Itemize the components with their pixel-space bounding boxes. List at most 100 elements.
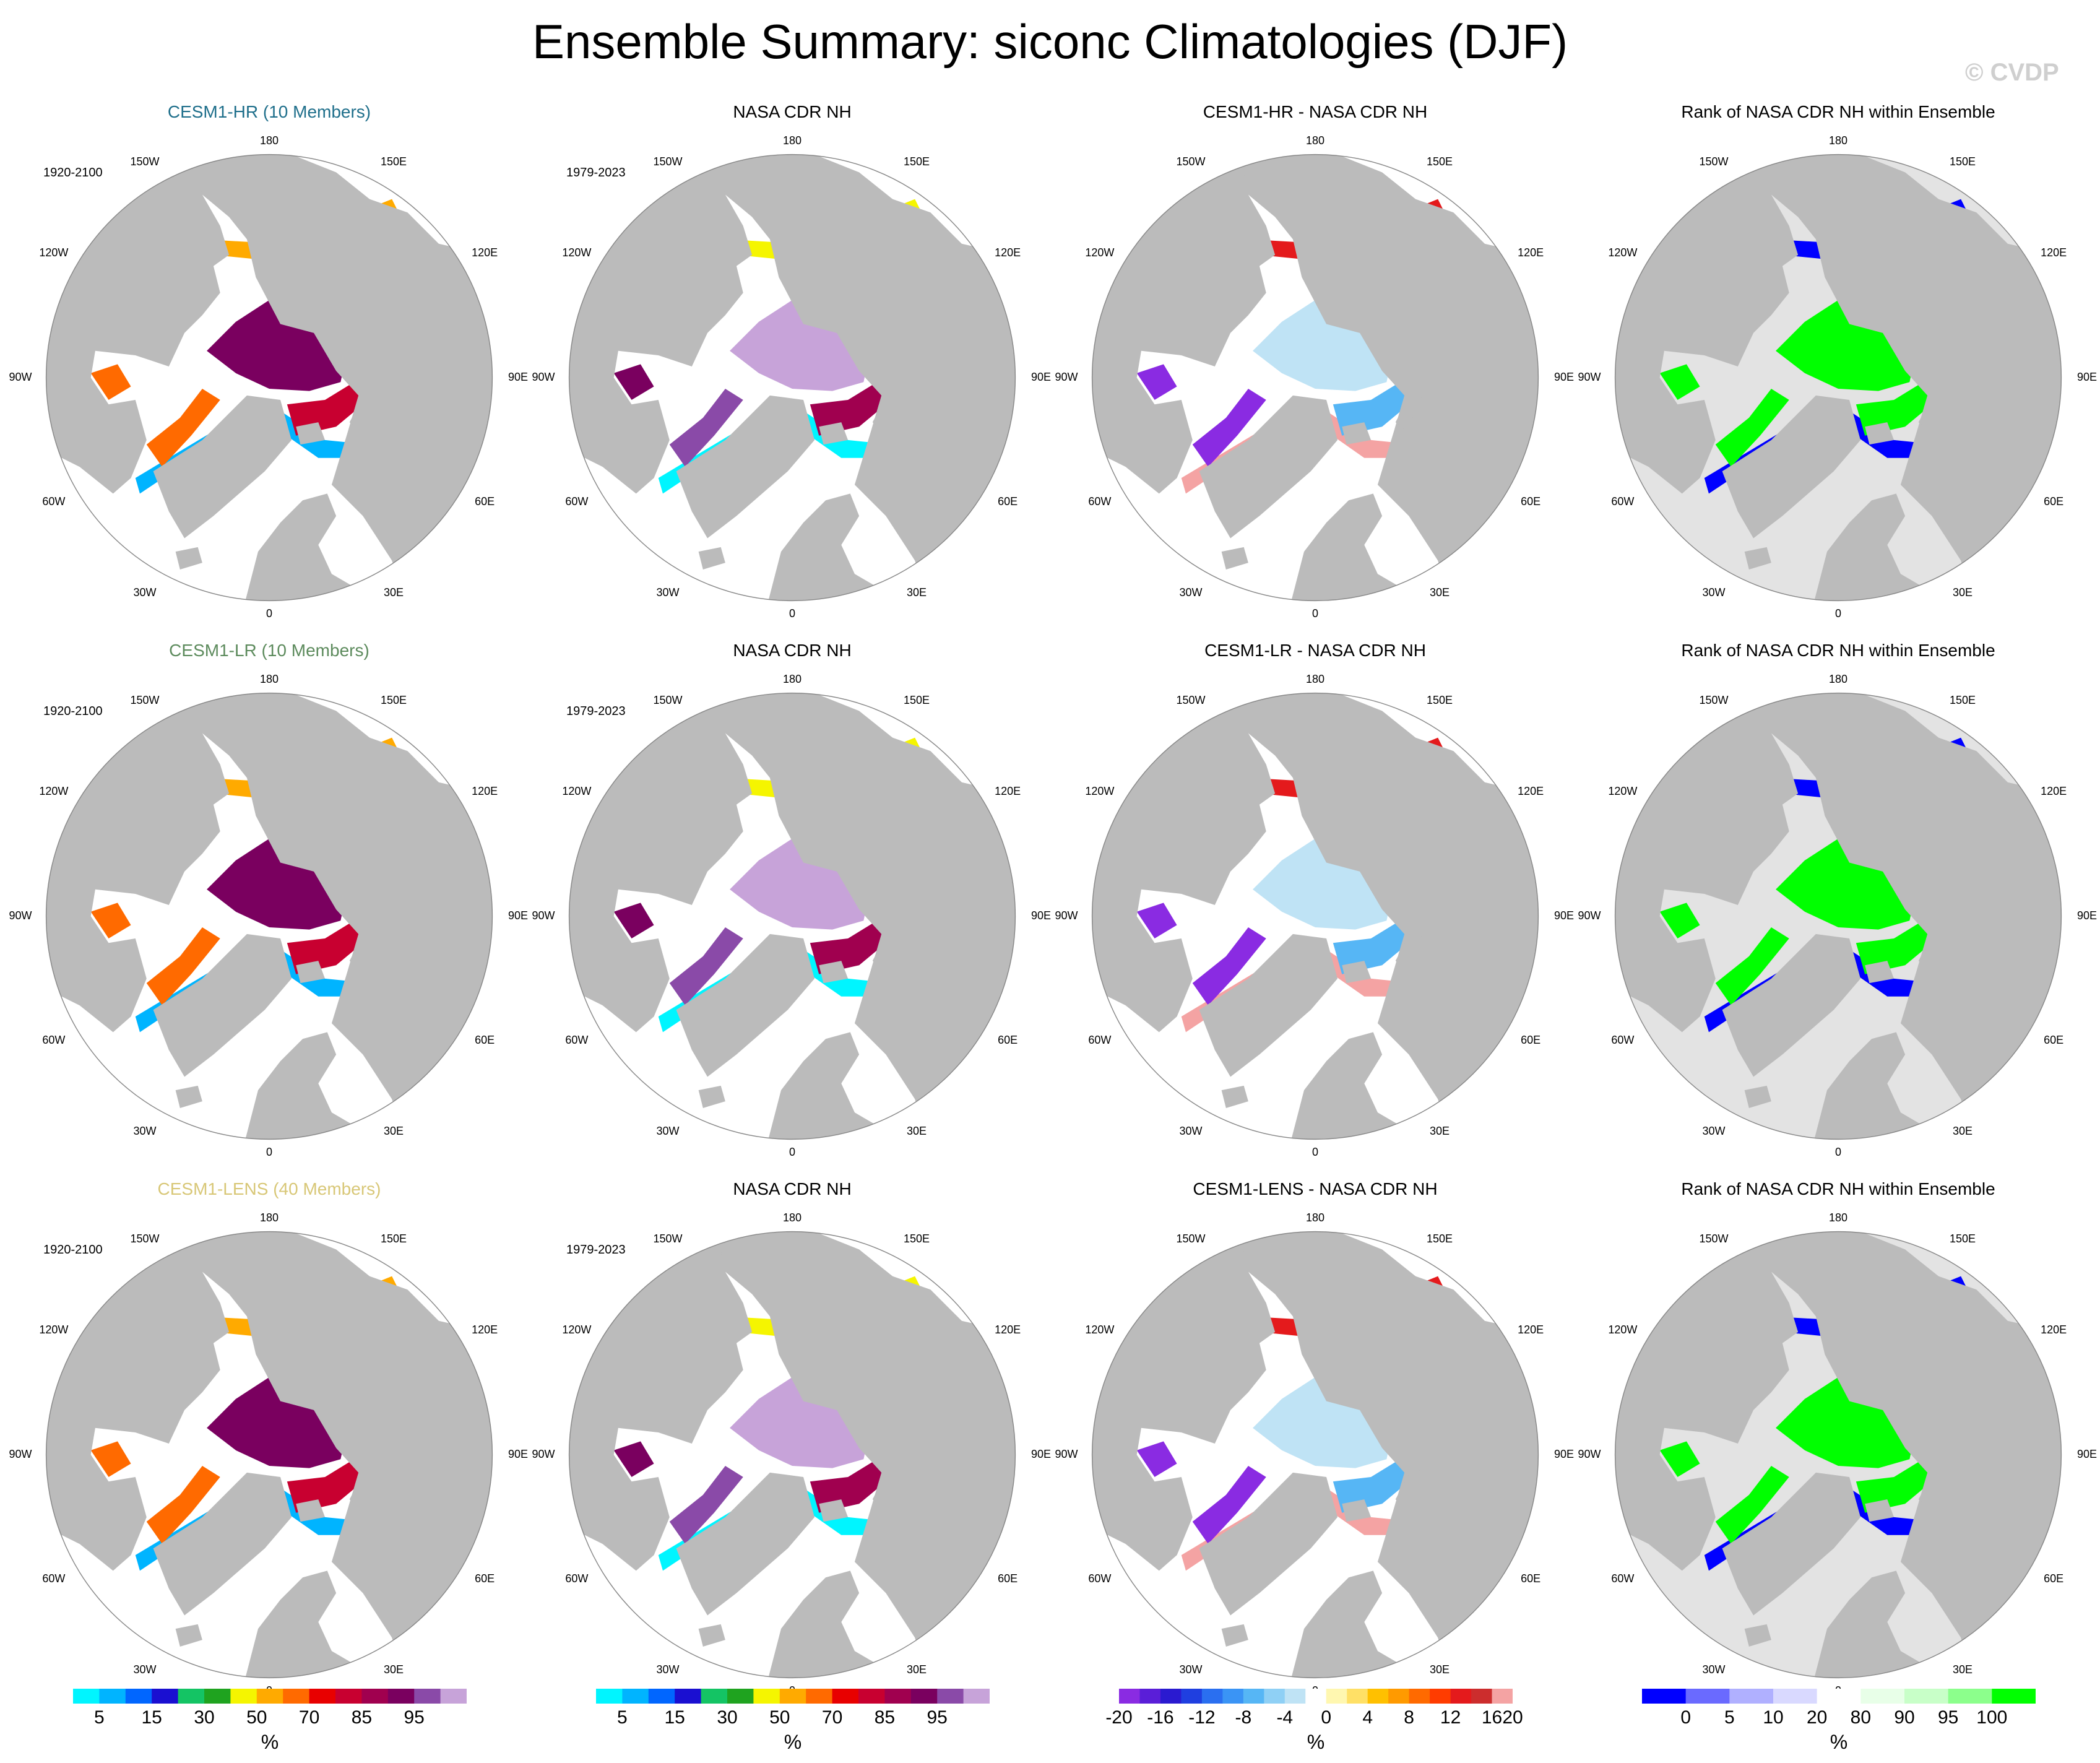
colorbar-unit: % — [784, 1731, 802, 1753]
sea-ice-field-barents — [287, 382, 363, 436]
sea-ice-field-baffin — [146, 1466, 220, 1544]
colorbar-unit: % — [1307, 1731, 1325, 1753]
colorbar-swatch — [230, 1689, 257, 1704]
colorbar-swatch — [1160, 1689, 1182, 1704]
colorbar-tick-label: 15 — [664, 1707, 685, 1728]
colorbar-tick-label: 4 — [1362, 1707, 1373, 1728]
longitude-label: 0 — [1311, 1146, 1318, 1158]
colorbar-tick-label: 15 — [141, 1707, 162, 1728]
land-mass — [1185, 693, 1539, 1140]
longitude-label: 150E — [1426, 1232, 1453, 1245]
sea-ice-field-hudson — [90, 364, 131, 401]
land-mass — [349, 389, 376, 431]
polar-map-model — [45, 154, 493, 602]
longitude-label: 90W — [1055, 1448, 1078, 1460]
longitude-label: 150E — [380, 1232, 407, 1245]
colorbar-tick-label: -8 — [1235, 1707, 1252, 1728]
sea-ice-field-hudson — [1659, 1441, 1700, 1478]
longitude-label: 150E — [1949, 155, 1976, 168]
longitude-label: 0 — [1834, 607, 1841, 620]
land-mass — [1615, 1231, 1799, 1571]
longitude-label: 30E — [906, 586, 927, 599]
colorbar-tick-label: 85 — [874, 1707, 896, 1728]
longitude-label: 0 — [1311, 607, 1318, 620]
land-mass — [1395, 927, 1422, 970]
colorbar-swatch — [1773, 1689, 1818, 1704]
sea-ice-field-baffin — [1192, 1466, 1266, 1544]
land-mass — [1221, 1624, 1248, 1647]
colorbar-swatch — [309, 1689, 336, 1704]
land-mass — [242, 1032, 381, 1140]
sea-ice-field-barents — [810, 382, 886, 436]
longitude-label: 90E — [1031, 371, 1052, 383]
panel-title-rank: Rank of NASA CDR NH within Ensemble — [1681, 102, 1995, 121]
land-mass — [349, 1466, 376, 1509]
longitude-label: 90E — [2076, 371, 2098, 383]
longitude-label: 150E — [1949, 693, 1976, 706]
colorbar-swatch — [596, 1689, 623, 1704]
land-mass — [698, 1624, 725, 1647]
land-mass — [872, 927, 899, 970]
colorbar-swatch — [1181, 1689, 1203, 1704]
longitude-label: 180 — [1828, 134, 1848, 147]
longitude-label: 60W — [1088, 1034, 1112, 1046]
polar-map-diff — [1091, 154, 1539, 602]
colorbar-swatch — [1904, 1689, 1949, 1704]
longitude-label: 60E — [998, 1572, 1018, 1585]
land-mass — [296, 1499, 326, 1522]
colorbar-tick-label: -4 — [1276, 1707, 1294, 1728]
longitude-label: 90W — [1578, 371, 1601, 383]
longitude-label: 90W — [1055, 909, 1078, 922]
longitude-label: 120E — [2041, 246, 2067, 259]
longitude-label: 30E — [1952, 586, 1973, 599]
longitude-label: 30W — [1702, 1125, 1726, 1138]
land-mass — [1342, 961, 1372, 984]
longitude-label: 30E — [1429, 1663, 1450, 1676]
sea-ice-field-barents — [810, 1459, 886, 1513]
longitude-label: 60E — [1521, 1034, 1541, 1046]
polar-map-model — [45, 692, 493, 1140]
longitude-label: 150W — [1699, 1232, 1729, 1245]
colorbar-swatch — [884, 1689, 912, 1704]
panel-title-obs: NASA CDR NH — [733, 641, 852, 660]
sea-ice-field-barents — [1856, 920, 1932, 974]
colorbar-tick-label: 95 — [404, 1707, 425, 1728]
land-mass — [1615, 154, 1799, 494]
sea-ice-field-baffin — [1192, 389, 1266, 467]
land-mass — [1811, 1032, 1950, 1140]
longitude-label: 0 — [789, 1146, 795, 1158]
land-mass — [1199, 1472, 1338, 1616]
longitude-label: 30W — [133, 1663, 157, 1676]
colorbar-swatch — [1450, 1689, 1472, 1704]
sea-ice-field-baffin — [1715, 927, 1789, 1006]
land-mass — [662, 154, 1016, 601]
colorbar-tick-label: 50 — [769, 1707, 790, 1728]
land-mass — [1288, 1570, 1427, 1678]
longitude-label: 120E — [472, 1323, 498, 1336]
longitude-label: 60E — [475, 1572, 495, 1585]
longitude-label: 60W — [1611, 1572, 1635, 1585]
longitude-label: 30W — [1179, 1125, 1203, 1138]
longitude-label: 90E — [1553, 909, 1575, 922]
colorbar-swatch — [387, 1689, 415, 1704]
colorbar-swatch — [963, 1689, 990, 1704]
longitude-label: 60E — [2044, 495, 2064, 508]
colorbar-swatch — [806, 1689, 833, 1704]
longitude-label: 90E — [2076, 1448, 2098, 1460]
longitude-label: 30E — [1952, 1125, 1973, 1138]
sea-ice-field-hudson — [90, 1441, 131, 1478]
longitude-label: 90W — [532, 909, 555, 922]
colorbar-swatch — [335, 1689, 362, 1704]
land-mass — [1221, 1085, 1248, 1108]
polar-map-model — [45, 1231, 493, 1679]
colorbar-tick-label: 12 — [1440, 1707, 1461, 1728]
land-mass — [1708, 1231, 2062, 1678]
longitude-label: 30W — [1179, 1663, 1203, 1676]
sea-ice-field-baffin — [669, 389, 743, 467]
land-mass — [1744, 1085, 1771, 1108]
colorbar-swatch — [1430, 1689, 1451, 1704]
land-mass — [1199, 933, 1338, 1077]
longitude-label: 150W — [653, 1232, 683, 1245]
longitude-label: 120E — [472, 246, 498, 259]
longitude-label: 60W — [42, 1034, 66, 1046]
